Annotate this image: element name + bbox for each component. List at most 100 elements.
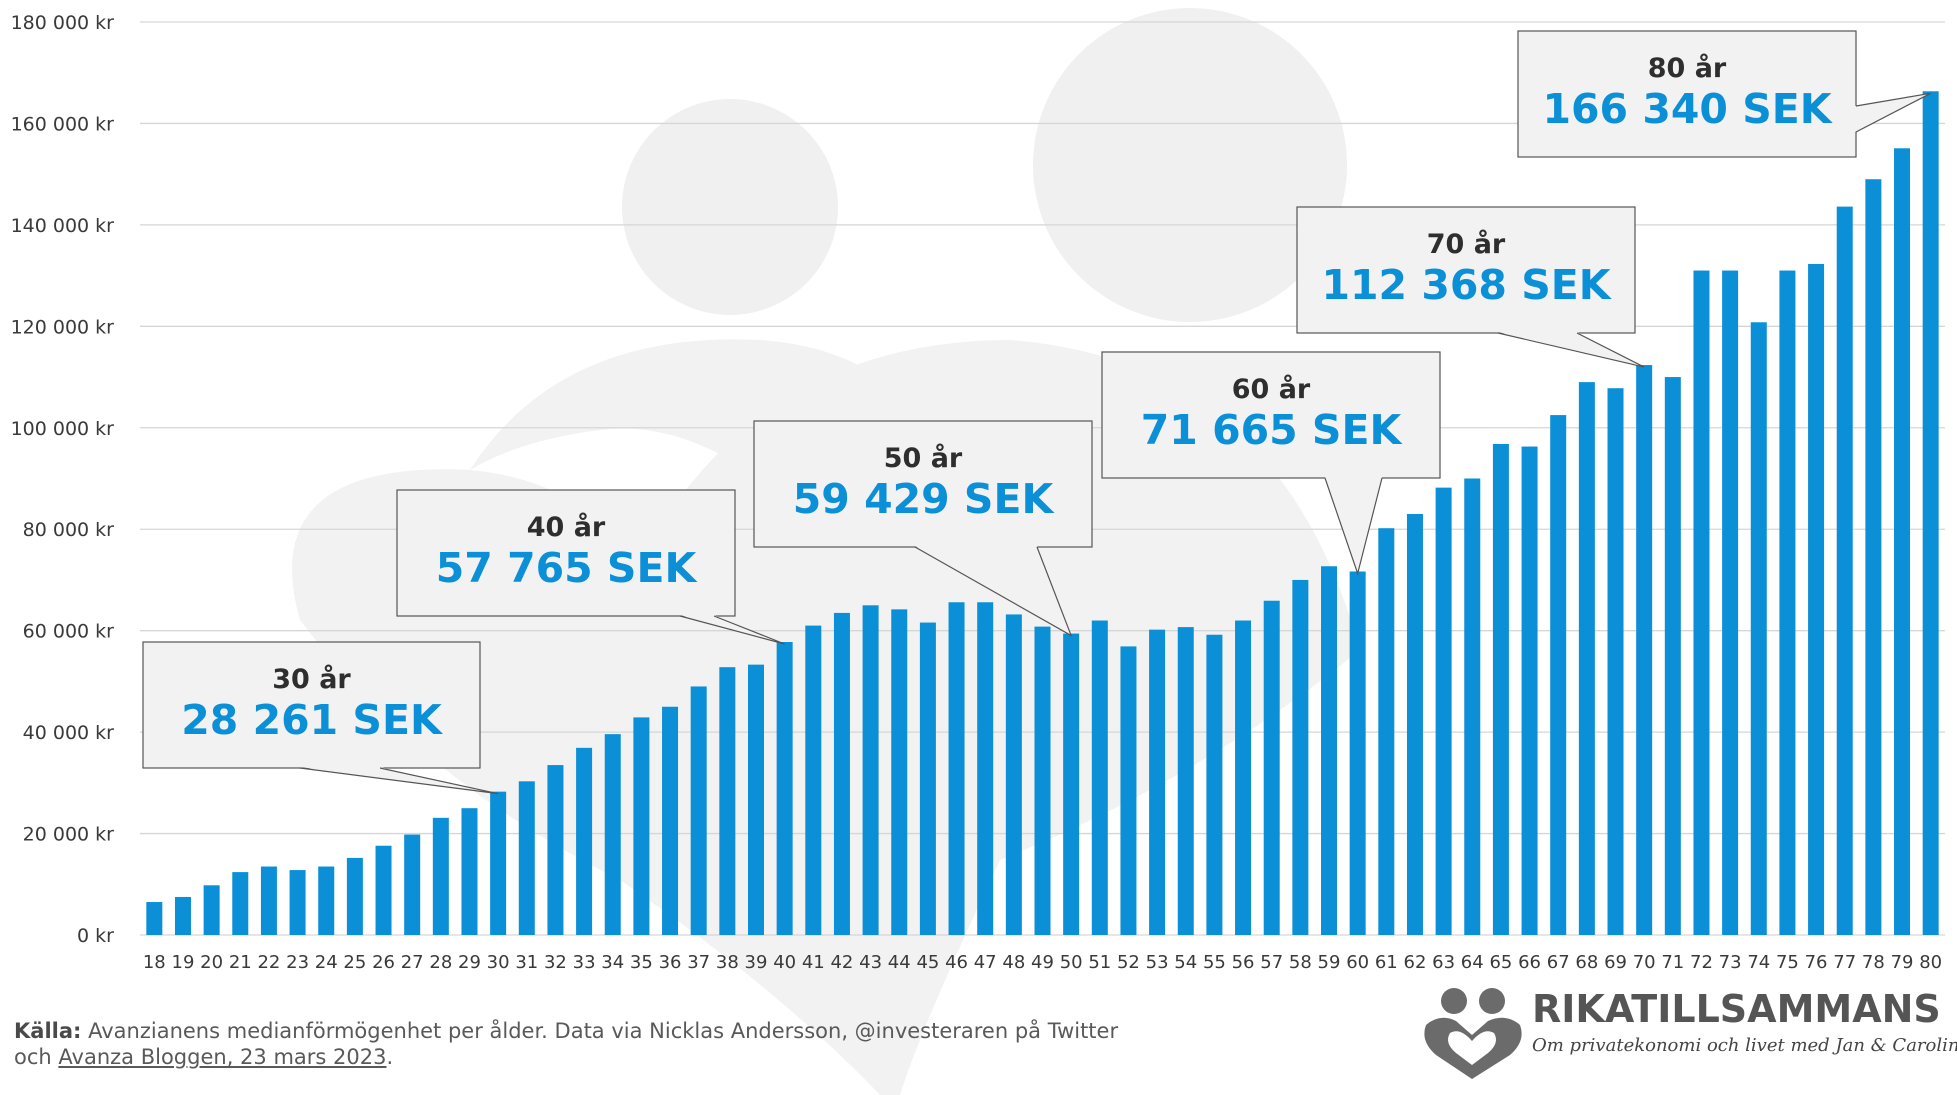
- bar-age-68: [1578, 382, 1595, 935]
- x-tick-label: 30: [487, 952, 510, 973]
- x-tick-label: 28: [429, 952, 452, 973]
- y-tick-label: 80 000 kr: [23, 519, 115, 541]
- bar-age-21: [232, 872, 249, 935]
- x-tick-label: 19: [172, 952, 195, 973]
- x-tick-label: 76: [1805, 952, 1828, 973]
- x-tick-label: 36: [659, 952, 682, 973]
- callout-box: [1296, 206, 1636, 334]
- bar-age-63: [1435, 487, 1452, 935]
- two-people-heart-icon: [1424, 988, 1522, 1079]
- bar-age-70: [1636, 365, 1653, 935]
- x-tick-label: 49: [1031, 952, 1054, 973]
- bar-age-60: [1349, 571, 1366, 935]
- bar-age-59: [1321, 566, 1338, 935]
- bar-age-69: [1607, 388, 1624, 935]
- x-tick-label: 20: [200, 952, 223, 973]
- x-tick-label: 29: [458, 952, 481, 973]
- x-tick-label: 67: [1547, 952, 1570, 973]
- bar-age-23: [289, 870, 306, 935]
- bar-age-54: [1177, 627, 1194, 935]
- callout-label: 80 år: [1648, 52, 1727, 84]
- bar-age-46: [948, 602, 965, 935]
- callout-label: 70 år: [1427, 228, 1506, 260]
- x-tick-label: 51: [1088, 952, 1111, 973]
- x-tick-label: 42: [830, 952, 853, 973]
- x-tick-label: 57: [1260, 952, 1283, 973]
- x-tick-label: 68: [1575, 952, 1598, 973]
- bar-age-22: [260, 866, 277, 935]
- callout-value: 112 368 SEK: [1321, 261, 1612, 309]
- bar-age-18: [146, 902, 163, 935]
- x-tick-label: 33: [573, 952, 596, 973]
- bar-age-78: [1865, 179, 1882, 935]
- x-tick-label: 65: [1489, 952, 1512, 973]
- x-tick-label: 56: [1232, 952, 1255, 973]
- y-tick-label: 60 000 kr: [23, 621, 115, 643]
- x-tick-label: 47: [974, 952, 997, 973]
- bar-age-55: [1206, 634, 1223, 935]
- bar-age-32: [547, 765, 564, 935]
- x-tick-label: 43: [859, 952, 882, 973]
- bar-age-33: [576, 747, 593, 935]
- x-tick-label: 59: [1318, 952, 1341, 973]
- bar-age-52: [1120, 646, 1137, 935]
- bar-age-49: [1034, 626, 1051, 935]
- callout-label: 40 år: [527, 511, 606, 543]
- bar-age-39: [747, 664, 764, 935]
- x-tick-label: 18: [143, 952, 166, 973]
- x-tick-label: 44: [888, 952, 911, 973]
- x-tick-label: 48: [1002, 952, 1025, 973]
- x-tick-label: 38: [716, 952, 739, 973]
- callout-value: 59 429 SEK: [793, 475, 1056, 523]
- x-tick-label: 52: [1117, 952, 1140, 973]
- source-link[interactable]: Avanza Bloggen, 23 mars 2023: [58, 1045, 387, 1069]
- bar-age-51: [1091, 620, 1108, 935]
- y-tick-label: 160 000 kr: [11, 113, 115, 135]
- x-tick-label: 50: [1060, 952, 1083, 973]
- x-tick-label: 77: [1833, 952, 1856, 973]
- x-tick-label: 72: [1690, 952, 1713, 973]
- bar-age-62: [1406, 514, 1423, 935]
- x-tick-label: 32: [544, 952, 567, 973]
- callout-value: 28 261 SEK: [181, 696, 444, 744]
- y-tick-label: 120 000 kr: [11, 316, 115, 338]
- bar-age-34: [604, 734, 621, 935]
- x-tick-label: 78: [1862, 952, 1885, 973]
- x-tick-label: 80: [1919, 952, 1942, 973]
- x-tick-label: 63: [1432, 952, 1455, 973]
- x-tick-label: 62: [1404, 952, 1427, 973]
- bar-age-67: [1550, 415, 1567, 935]
- brand-tagline: Om privatekonomi och livet med Jan & Car…: [1532, 1035, 1957, 1056]
- brand-name: RIKATILLSAMMANS: [1532, 987, 1941, 1031]
- x-tick-label: 27: [401, 952, 424, 973]
- bar-age-41: [805, 625, 822, 935]
- bar-age-57: [1263, 600, 1280, 935]
- bar-age-48: [1005, 614, 1022, 935]
- x-tick-label: 60: [1346, 952, 1369, 973]
- bar-age-37: [690, 686, 707, 935]
- callout-value: 71 665 SEK: [1141, 406, 1404, 454]
- bar-age-40: [776, 642, 793, 935]
- x-tick-label: 74: [1747, 952, 1770, 973]
- callout-pointer: [679, 615, 785, 645]
- x-tick-label: 61: [1375, 952, 1398, 973]
- bar-age-65: [1492, 444, 1509, 935]
- x-tick-label: 70: [1633, 952, 1656, 973]
- x-tick-label: 34: [601, 952, 624, 973]
- x-tick-label: 58: [1289, 952, 1312, 973]
- callout-pointer: [914, 546, 1073, 637]
- x-tick-label: 66: [1518, 952, 1541, 973]
- bar-age-43: [862, 605, 879, 935]
- callout-box: [1517, 30, 1857, 158]
- bar-age-74: [1750, 322, 1767, 936]
- x-tick-label: 35: [630, 952, 653, 973]
- bar-age-25: [346, 857, 363, 935]
- source-prefix: och: [14, 1045, 52, 1069]
- callout-box: [142, 641, 481, 769]
- bar-age-79: [1894, 148, 1911, 935]
- bar-age-73: [1722, 270, 1739, 935]
